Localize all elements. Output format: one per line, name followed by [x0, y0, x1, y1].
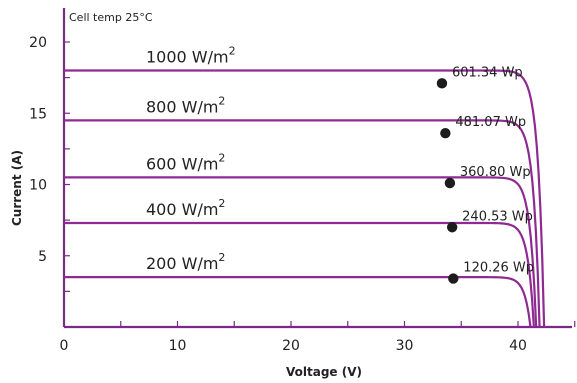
series-label-exponent: 2 — [218, 151, 225, 164]
x-tick-label: 40 — [509, 338, 527, 354]
max-power-label: 481.07 Wp — [455, 115, 526, 130]
max-power-label: 360.80 Wp — [460, 165, 531, 180]
max-power-point — [444, 177, 456, 189]
axis-ticks: 0 10 20 30 40 5 10 15 20 — [29, 35, 576, 354]
cell-temp-annotation: Cell temp 25°C — [69, 11, 153, 24]
max-power-label: 240.53 Wp — [462, 209, 533, 224]
axes — [62, 8, 572, 329]
max-power-label: 601.34 Wp — [452, 65, 523, 80]
x-tick-label: 10 — [169, 338, 187, 354]
series-label-exponent: 2 — [229, 45, 236, 58]
series-label: 800 W/m2 — [146, 94, 225, 116]
iv-curve-800-wm2 — [64, 119, 541, 328]
max-power-point — [440, 128, 451, 139]
y-tick-label: 5 — [38, 249, 47, 265]
iv-curve-600-wm2 — [64, 176, 538, 328]
series-label-text: 400 W/m — [146, 200, 218, 219]
max-power-point — [436, 78, 448, 89]
series-label-exponent: 2 — [218, 251, 225, 264]
y-tick-label: 10 — [29, 178, 47, 194]
series-label: 600 W/m2 — [146, 151, 225, 173]
series-label: 1000 W/m2 — [146, 45, 236, 67]
x-axis-title: Voltage (V) — [286, 365, 362, 379]
series-label: 400 W/m2 — [146, 197, 225, 219]
series-label-text: 1000 W/m — [146, 48, 229, 67]
max-power-point — [446, 222, 458, 233]
x-tick-label: 20 — [282, 338, 300, 354]
iv-curve-200-wm2 — [64, 276, 532, 328]
x-tick-label: 0 — [60, 338, 69, 354]
series-label-text: 800 W/m — [146, 97, 218, 116]
max-power-label: 120.26 Wp — [463, 261, 534, 276]
series-label-exponent: 2 — [218, 94, 225, 107]
x-tick-label: 30 — [396, 338, 414, 354]
series-label: 200 W/m2 — [146, 251, 225, 273]
y-tick-label: 20 — [29, 35, 47, 51]
series-curves — [64, 69, 546, 328]
y-axis-title: Current (A) — [10, 150, 24, 226]
y-tick-label: 15 — [29, 106, 47, 122]
iv-curve-1000-wm2 — [64, 69, 546, 328]
max-power-point — [448, 273, 459, 284]
series-label-text: 600 W/m — [146, 154, 218, 173]
series-label-exponent: 2 — [218, 197, 225, 210]
series-label-text: 200 W/m — [146, 254, 218, 273]
iv-curve-400-wm2 — [64, 221, 535, 328]
